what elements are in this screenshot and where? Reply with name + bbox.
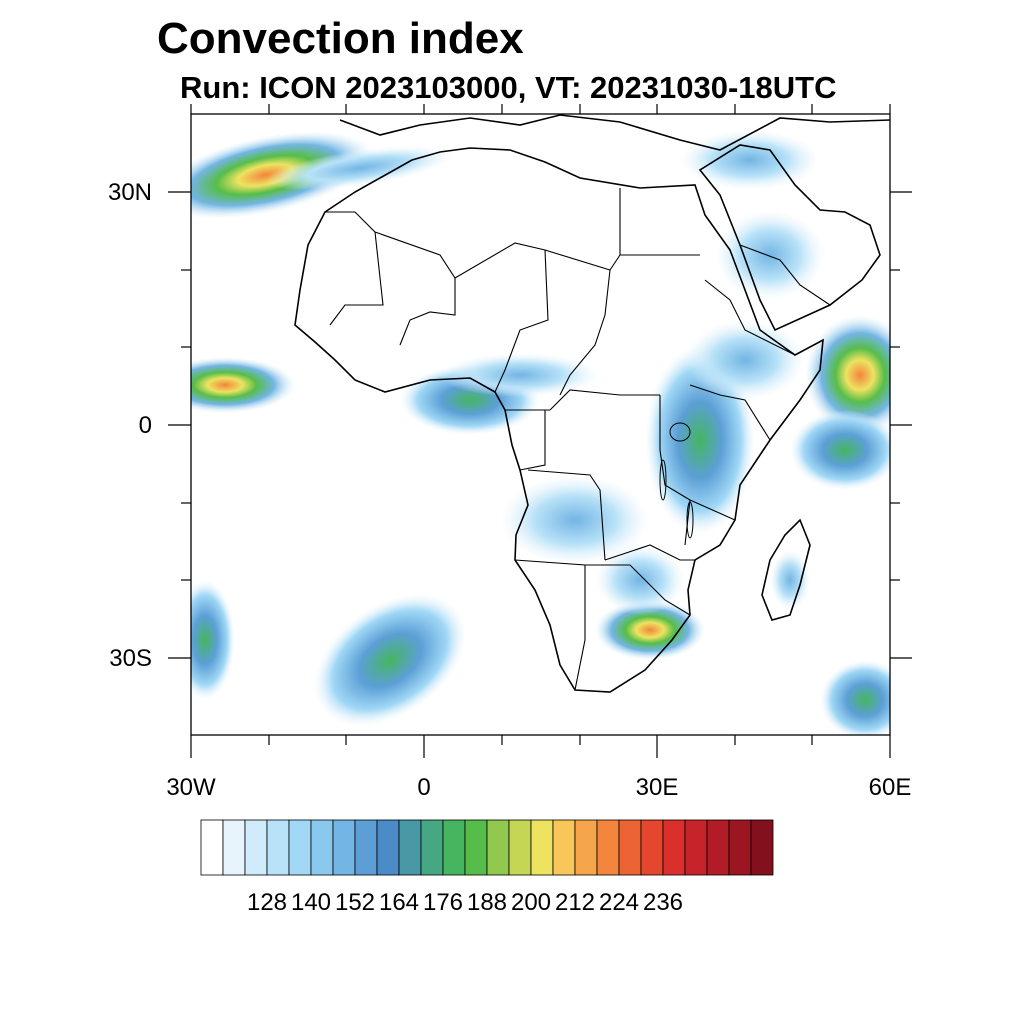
colorbar-box (222, 819, 246, 876)
colorbar-box (354, 819, 378, 876)
country-borders (325, 188, 831, 691)
cell-central-africa (500, 475, 650, 565)
lon-label-30e: 30E (635, 774, 679, 801)
border-segment (494, 249, 549, 393)
lat-label-0: 0 (138, 412, 152, 439)
border-segment (325, 211, 700, 279)
colorbar-tick-label: 236 (642, 889, 684, 916)
cell-sw-indian-ocean (820, 660, 890, 735)
colorbar-tick-label: 164 (378, 889, 420, 916)
chart-subtitle: Run: ICON 2023103000, VT: 20231030-18UTC (180, 70, 837, 105)
lake-malawi (686, 501, 694, 539)
border-segment (505, 389, 660, 411)
colorbar-box (640, 819, 664, 876)
cell-middle-east (680, 130, 820, 190)
colorbar-tick-label: 128 (246, 889, 288, 916)
lake-tanganyika (659, 459, 667, 501)
colorbar-box (398, 819, 422, 876)
arabia-coast (698, 144, 881, 332)
colorbar-box (420, 819, 444, 876)
lon-label-0: 0 (417, 774, 431, 801)
border-segment (519, 410, 546, 471)
map-frame (190, 113, 891, 736)
madagascar-coast (761, 518, 811, 621)
colorbar-box (618, 819, 642, 876)
border-segment (527, 469, 606, 561)
cell-indian-ocean (790, 410, 890, 490)
africa-coast (294, 147, 824, 693)
cell-equatorial-atlantic (191, 357, 295, 413)
convection-field (191, 130, 890, 735)
colorbar-box (442, 819, 466, 876)
colorbar-box (552, 819, 576, 876)
tick-marks (168, 104, 912, 758)
colorbar-tick-label: 140 (290, 889, 332, 916)
colorbar-tick-label: 176 (422, 889, 464, 916)
colorbar-box (596, 819, 620, 876)
cell-somali-sea (805, 315, 890, 435)
mediterranean-north (339, 114, 890, 151)
colorbar-box (200, 819, 224, 876)
colorbar-tick-label: 188 (466, 889, 508, 916)
colorbar-box (750, 819, 774, 876)
colorbar-box (266, 819, 290, 876)
cell-west-africa (440, 353, 600, 397)
colorbar-tick-label: 212 (554, 889, 596, 916)
cell-ethiopia (685, 320, 805, 400)
colorbar-box (332, 819, 356, 876)
lon-label-30w: 30W (166, 774, 216, 801)
chart-title: Convection index (157, 14, 524, 63)
colorbar-box (728, 819, 752, 876)
border-segment (604, 544, 695, 561)
colorbar-box (662, 819, 686, 876)
cell-south-atlantic (313, 593, 467, 727)
colorbar-box (706, 819, 730, 876)
colorbar-box (310, 819, 334, 876)
colorbar-tick-label: 224 (598, 889, 640, 916)
lat-label-30s: 30S (109, 645, 152, 672)
lon-label-60e: 60E (868, 774, 912, 801)
coastlines (294, 114, 890, 693)
border-segment (585, 564, 691, 616)
border-segment (399, 278, 456, 346)
colorbar-box (574, 819, 598, 876)
colorbar-tick-label: 200 (510, 889, 552, 916)
colorbar-box (486, 819, 510, 876)
border-segment (559, 269, 611, 396)
colorbar-box (244, 819, 268, 876)
border-segment (704, 279, 796, 356)
lake-victoria (669, 422, 691, 442)
colorbar-box (288, 819, 312, 876)
colorbar (200, 819, 774, 876)
border-segment (659, 395, 736, 521)
cell-southern-africa (595, 600, 705, 660)
border-segment (514, 559, 586, 691)
lat-label-30n: 30N (107, 179, 152, 206)
cell-north-atlantic-band (265, 145, 455, 191)
colorbar-box (508, 819, 532, 876)
border-segment (329, 231, 384, 326)
cell-sw-atlantic (191, 580, 235, 700)
colorbar-tick-label: 152 (334, 889, 376, 916)
colorbar-box (530, 819, 554, 876)
border-segment (689, 384, 771, 441)
colorbar-box (464, 819, 488, 876)
cell-arabia (715, 210, 825, 300)
colorbar-box (684, 819, 708, 876)
lake-outlines (659, 422, 694, 539)
border-segment (739, 244, 831, 306)
cell-north-atlantic (191, 131, 373, 219)
cell-madagascar (770, 550, 810, 610)
colorbar-box (376, 819, 400, 876)
